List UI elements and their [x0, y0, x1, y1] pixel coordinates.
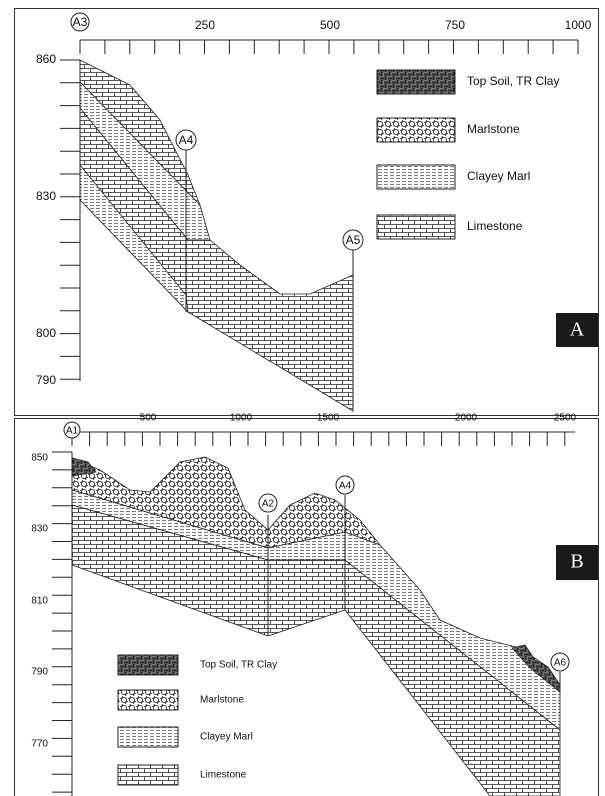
borehole-label: A3 [73, 15, 88, 29]
legend-label: Clayey Marl [467, 169, 530, 183]
x-tick-label: 2000 [455, 413, 478, 424]
legend-label: Clayey Marl [200, 732, 253, 743]
legend-label: Top Soil, TR Clay [200, 660, 277, 671]
legend-swatch [118, 765, 178, 785]
y-tick-label: 800 [36, 326, 56, 340]
y-tick-label: 790 [31, 667, 48, 678]
x-tick-label: 1500 [317, 413, 340, 424]
y-tick-label: 770 [31, 739, 48, 750]
legend-label: Limestone [467, 219, 523, 233]
legend-swatch [118, 690, 178, 710]
legend-label: Top Soil, TR Clay [467, 74, 559, 88]
y-tick-label: 850 [31, 453, 48, 464]
borehole-label: A1 [66, 426, 79, 437]
figure: A B 250 500 750 1000 860 830 800 790 A3 A4 A5 Top S… [0, 0, 605, 796]
legend-label: Marlstone [200, 695, 244, 706]
legend-swatch [118, 727, 178, 747]
legend-swatch [377, 70, 455, 94]
x-tick-label: 1000 [230, 413, 253, 424]
legend-swatch [377, 118, 455, 142]
x-tick-label: 750 [445, 18, 465, 32]
borehole-label: A4 [179, 133, 194, 147]
x-tick-label: 1000 [565, 18, 592, 32]
borehole-label: A2 [262, 499, 275, 510]
panel-a-section [80, 60, 353, 411]
panel-label: B [570, 551, 583, 573]
legend-swatch [377, 165, 455, 189]
y-tick-label: 830 [36, 189, 56, 203]
legend-label: Marlstone [467, 122, 520, 136]
borehole-label: A6 [554, 658, 567, 669]
borehole-label: A4 [339, 481, 352, 492]
x-tick-label: 2500 [554, 413, 577, 424]
y-tick-label: 810 [31, 596, 48, 607]
y-tick-label: 790 [36, 373, 56, 387]
panel-label: A [570, 319, 585, 341]
y-tick-label: 830 [31, 524, 48, 535]
borehole-label: A5 [346, 233, 361, 247]
x-tick-label: 250 [195, 18, 215, 32]
x-tick-label: 500 [320, 18, 340, 32]
legend-swatch [377, 215, 455, 239]
legend-label: Limestone [200, 770, 247, 781]
x-tick-label: 500 [140, 413, 157, 424]
legend-swatch [118, 655, 178, 675]
y-tick-label: 860 [36, 52, 56, 66]
